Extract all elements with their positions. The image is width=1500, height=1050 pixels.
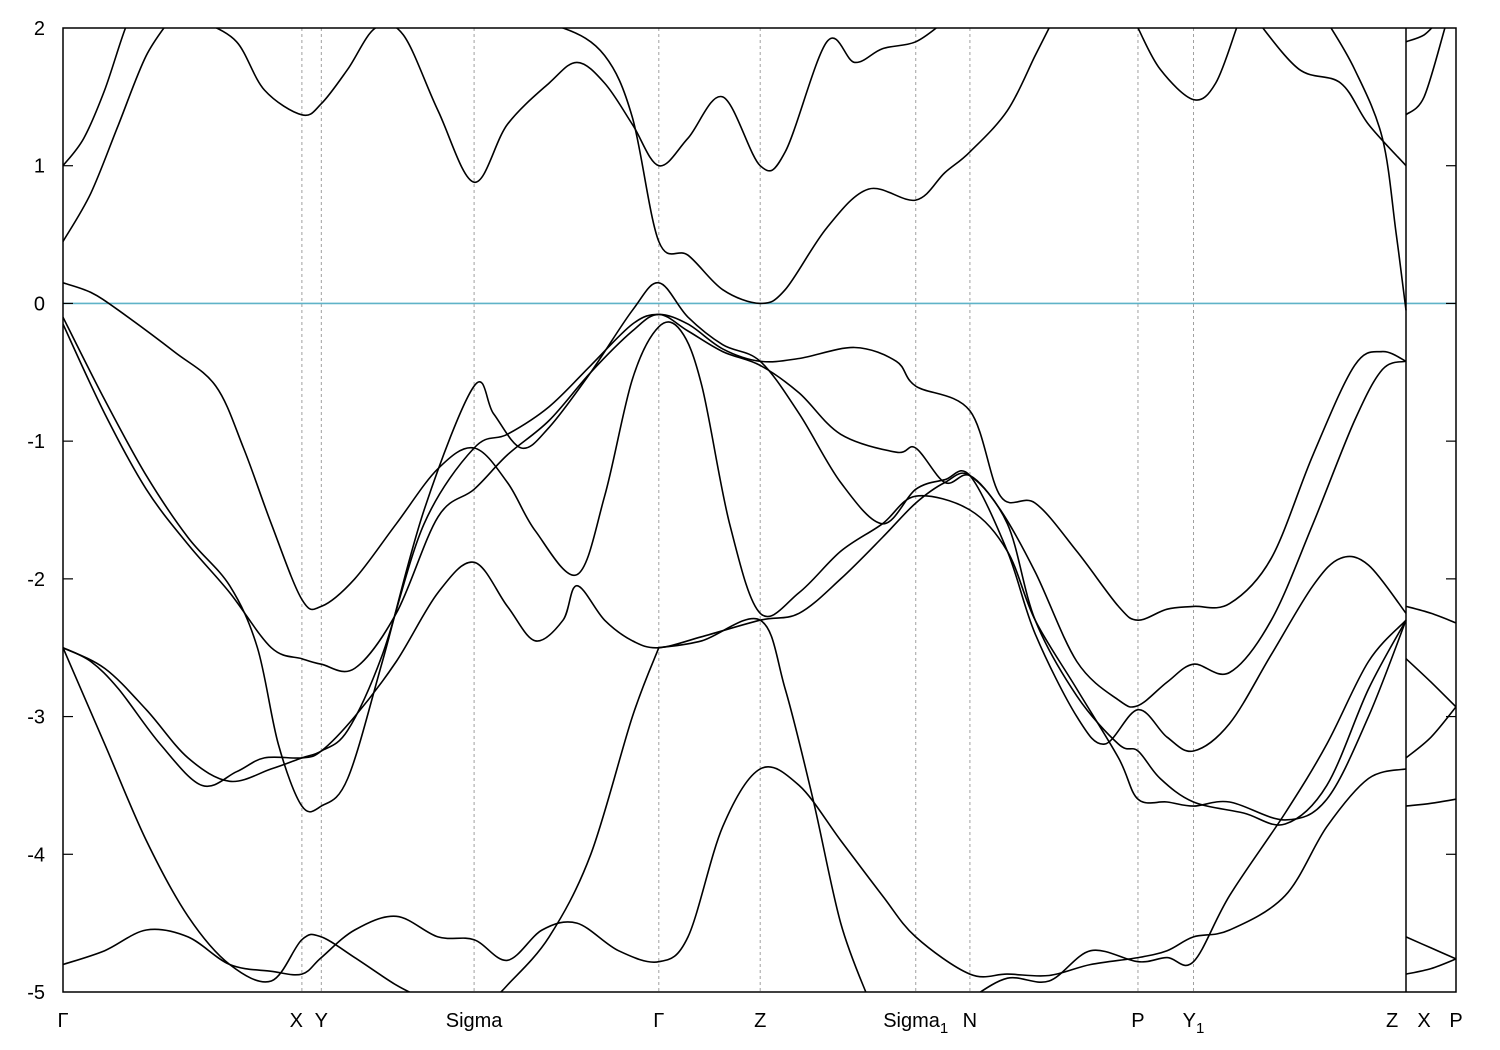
x-tick-label-5: Z (754, 1010, 766, 1032)
band-lines (63, 28, 1456, 992)
y-tick-label: -5 (27, 982, 45, 1004)
band-line-24 (1405, 958, 1456, 975)
band-line-18 (1405, 28, 1446, 116)
plot-frame (62, 27, 1457, 993)
band-line-17 (1405, 28, 1433, 43)
y-tick-label: -2 (27, 569, 45, 591)
band-line-0 (63, 313, 1407, 783)
band-line-9 (499, 647, 660, 992)
x-tick-label-7: N (963, 1010, 977, 1032)
band-line-13 (979, 619, 1407, 992)
y-tick-label: -1 (27, 431, 45, 453)
band-line-1 (63, 313, 1407, 708)
band-line-15 (1261, 28, 1407, 167)
y-tick-label: 0 (34, 293, 45, 315)
y-tick-label: 2 (34, 18, 45, 40)
band-line-7 (214, 28, 938, 183)
band-line-2 (63, 281, 1407, 813)
x-tick-label-2: Y (315, 1010, 328, 1032)
x-axis-ticks: Γ X Y Sigma Γ Z Sigma1 N P Y1 Z X P (57, 1010, 1462, 1037)
band-line-22 (1405, 798, 1456, 807)
x-tick-label-1: X (290, 1010, 303, 1032)
band-line-19 (1405, 605, 1456, 624)
band-line-16 (1137, 28, 1238, 101)
band-line-12 (658, 617, 867, 992)
band-line-20 (1405, 658, 1456, 708)
x-tick-label-10: Z (1386, 1010, 1398, 1032)
band-line-14 (1330, 28, 1407, 311)
band-line-21 (1405, 706, 1456, 759)
band-line-8 (560, 28, 1050, 305)
x-tick-label-9: Y1 (1183, 1010, 1205, 1037)
x-tick-label-4: Γ (653, 1010, 664, 1032)
band-line-6 (63, 28, 165, 242)
y-tick-label: -4 (27, 844, 45, 866)
band-line-23 (1405, 936, 1456, 960)
x-tick-label-8: P (1131, 1010, 1144, 1032)
band-line-4 (63, 472, 1407, 826)
x-tick-label-0: Γ (57, 1010, 68, 1032)
x-tick-label-11: X (1417, 1010, 1430, 1032)
y-tick-label: -3 (27, 707, 45, 729)
y-tick-label: 1 (34, 156, 45, 178)
band-line-5 (63, 28, 127, 167)
band-line-11 (63, 647, 412, 992)
x-tick-label-6: Sigma1 (883, 1010, 948, 1037)
x-tick-label-12: P (1449, 1010, 1462, 1032)
high-symmetry-gridlines (301, 28, 1195, 992)
band-line-10 (63, 766, 1407, 978)
y-axis-ticks: 2 1 0 -1 -2 -3 -4 -5 (27, 18, 1456, 1004)
band-line-3 (63, 282, 1407, 821)
x-tick-label-3: Sigma (446, 1010, 504, 1032)
